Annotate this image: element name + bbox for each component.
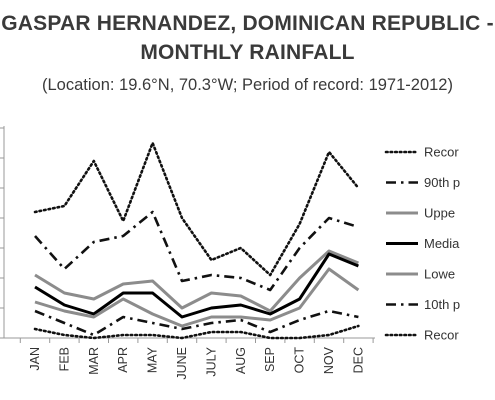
x-tick-label: OCT <box>293 347 307 374</box>
series-line-3 <box>34 249 359 313</box>
x-tick-label: DEC <box>351 347 365 373</box>
x-tick-label: JUNE <box>175 347 189 380</box>
x-tick-label: JAN <box>28 347 42 371</box>
x-tick-label: APR <box>116 347 130 373</box>
legend-label-2: 90th p <box>424 175 460 190</box>
x-tick-label: NOV <box>322 346 336 374</box>
chart-subtitle: (Location: 19.6°N, 70.3°W; Period of rec… <box>42 76 453 94</box>
series-line-4 <box>34 252 359 319</box>
legend-label-5: Lowe <box>424 267 455 282</box>
legend-label-4: Media <box>424 236 460 251</box>
series-line-7 <box>33 324 360 340</box>
chart-title-line2: MONTHLY RAINFALL <box>140 41 355 64</box>
legend-label-3: Uppe <box>424 206 455 221</box>
x-tick-label: SEP <box>263 347 277 372</box>
x-tick-label: JULY <box>204 346 218 376</box>
series-line-2 <box>34 210 359 292</box>
x-tick-label: MAR <box>87 347 101 375</box>
legend-label-6: 10th p <box>424 297 460 312</box>
legend-label-1: Recor <box>424 145 459 160</box>
legend-label-7: Recor <box>424 328 459 343</box>
series-line-5 <box>34 267 360 328</box>
x-tick-label: AUG <box>234 347 248 374</box>
series-line-1 <box>33 141 360 277</box>
chart-title-line1: GASPAR HERNANDEZ, DOMINICAN REPUBLIC - <box>1 12 494 35</box>
x-tick-label: FEB <box>57 347 71 371</box>
series-line-6 <box>34 309 359 337</box>
x-tick-label: MAY <box>146 346 160 373</box>
